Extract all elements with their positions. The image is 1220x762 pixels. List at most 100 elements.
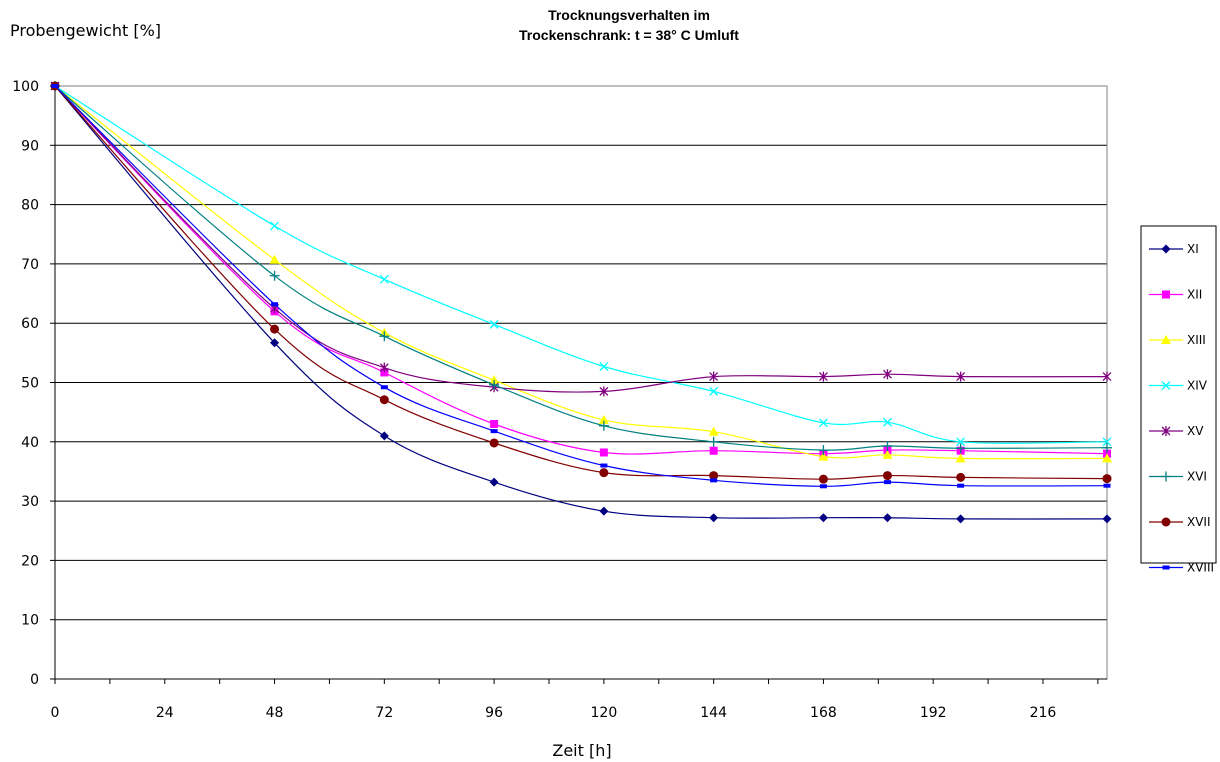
y-tick-label: 30 xyxy=(21,494,39,510)
series-line xyxy=(54,85,1108,487)
data-point xyxy=(882,513,892,523)
legend-entry: XI xyxy=(1149,242,1199,256)
data-point xyxy=(270,338,280,348)
data-point xyxy=(380,385,388,390)
series-line xyxy=(54,85,1108,393)
series-group xyxy=(50,81,1112,524)
data-point xyxy=(709,371,719,382)
data-point xyxy=(883,480,891,485)
data-point xyxy=(957,483,965,488)
legend-marker xyxy=(1161,426,1171,436)
legend-entry: XIII xyxy=(1149,333,1206,347)
data-point xyxy=(956,514,966,524)
legend-marker xyxy=(1162,290,1170,299)
data-point xyxy=(379,431,389,441)
data-point xyxy=(819,484,827,489)
data-point xyxy=(598,414,609,424)
data-point xyxy=(882,449,893,459)
x-tick-label: 96 xyxy=(485,705,503,721)
legend-box xyxy=(1140,225,1217,564)
data-point xyxy=(709,446,718,455)
legend-label: XI xyxy=(1187,242,1199,256)
y-tick-label: 50 xyxy=(21,376,39,392)
data-point xyxy=(818,445,829,456)
data-point xyxy=(1102,453,1112,463)
series-xviii xyxy=(51,84,1111,489)
data-point xyxy=(489,319,499,329)
data-point xyxy=(51,84,59,88)
legend-entry: XV xyxy=(1149,424,1204,438)
data-point xyxy=(489,375,500,385)
tick-labels: 0 10 20 30 40 50 60 70 80 90 100 0 24 48 72 96 120 144 168… xyxy=(12,79,1056,721)
legend-label: XIV xyxy=(1187,379,1208,393)
x-axis-label: Zeit [h] xyxy=(552,741,611,760)
data-point xyxy=(379,331,390,342)
data-point xyxy=(818,418,828,428)
data-point xyxy=(599,468,609,478)
data-point xyxy=(956,371,966,382)
data-point xyxy=(270,324,280,334)
legend-marker xyxy=(1161,471,1171,482)
data-point xyxy=(882,471,892,481)
series-xv xyxy=(50,81,1112,397)
series-line xyxy=(54,85,1108,520)
data-point xyxy=(1102,437,1112,447)
data-point xyxy=(955,453,966,463)
series-line xyxy=(54,85,1108,444)
y-tick-label: 40 xyxy=(21,435,39,451)
x-tick-label: 120 xyxy=(591,705,618,721)
x-tick-label: 192 xyxy=(920,705,947,721)
data-point xyxy=(709,471,719,481)
x-tick-label: 216 xyxy=(1030,705,1057,721)
data-point xyxy=(818,474,828,484)
data-point xyxy=(598,420,609,431)
data-point xyxy=(379,395,389,405)
data-point xyxy=(1102,474,1112,484)
y-tick-label: 70 xyxy=(21,257,39,273)
data-point xyxy=(956,472,966,482)
legend-label: XIII xyxy=(1187,333,1206,347)
legend-marker xyxy=(1161,244,1171,254)
y-tick-label: 80 xyxy=(21,198,39,214)
x-tick-label: 144 xyxy=(700,705,727,721)
data-point xyxy=(489,477,499,487)
data-point xyxy=(708,426,719,436)
legend-entry: XIV xyxy=(1149,379,1208,393)
legend: XI XII XIII XIV XV XVI XVII XVIII xyxy=(1140,225,1217,575)
y-tick-label: 0 xyxy=(30,672,39,688)
axes xyxy=(50,85,1108,684)
data-point xyxy=(600,463,608,468)
data-point xyxy=(818,371,828,382)
y-tick-label: 20 xyxy=(21,553,39,569)
data-point xyxy=(269,254,280,264)
series-xvi xyxy=(50,81,1112,456)
legend-label: XVI xyxy=(1187,470,1207,484)
series-xvii xyxy=(50,81,1112,484)
chart-title-line-2: Trockenschrank: t = 38° C Umluft xyxy=(519,27,739,43)
y-tick-label: 10 xyxy=(21,613,39,629)
data-point xyxy=(818,451,829,461)
legend-entry: XVIII xyxy=(1149,561,1214,575)
legend-label: XV xyxy=(1187,424,1204,438)
data-point xyxy=(490,420,499,429)
data-point xyxy=(270,221,280,231)
data-point xyxy=(955,443,966,454)
data-point xyxy=(599,506,609,516)
series-xiii xyxy=(50,81,1112,463)
series-line xyxy=(54,85,1108,455)
data-point xyxy=(599,362,609,371)
data-point xyxy=(709,513,719,523)
legend-entry: XII xyxy=(1149,288,1202,302)
y-tick-label: 90 xyxy=(21,138,39,154)
legend-entry: XVI xyxy=(1149,470,1207,484)
legend-marker xyxy=(1161,381,1171,390)
data-point xyxy=(269,270,280,281)
data-point xyxy=(710,478,718,483)
series-xi xyxy=(50,81,1112,524)
legend-label: XVII xyxy=(1187,515,1211,529)
x-tick-label: 168 xyxy=(810,705,837,721)
x-tick-label: 72 xyxy=(375,705,393,721)
data-point xyxy=(599,386,609,397)
legend-marker xyxy=(1161,517,1171,527)
